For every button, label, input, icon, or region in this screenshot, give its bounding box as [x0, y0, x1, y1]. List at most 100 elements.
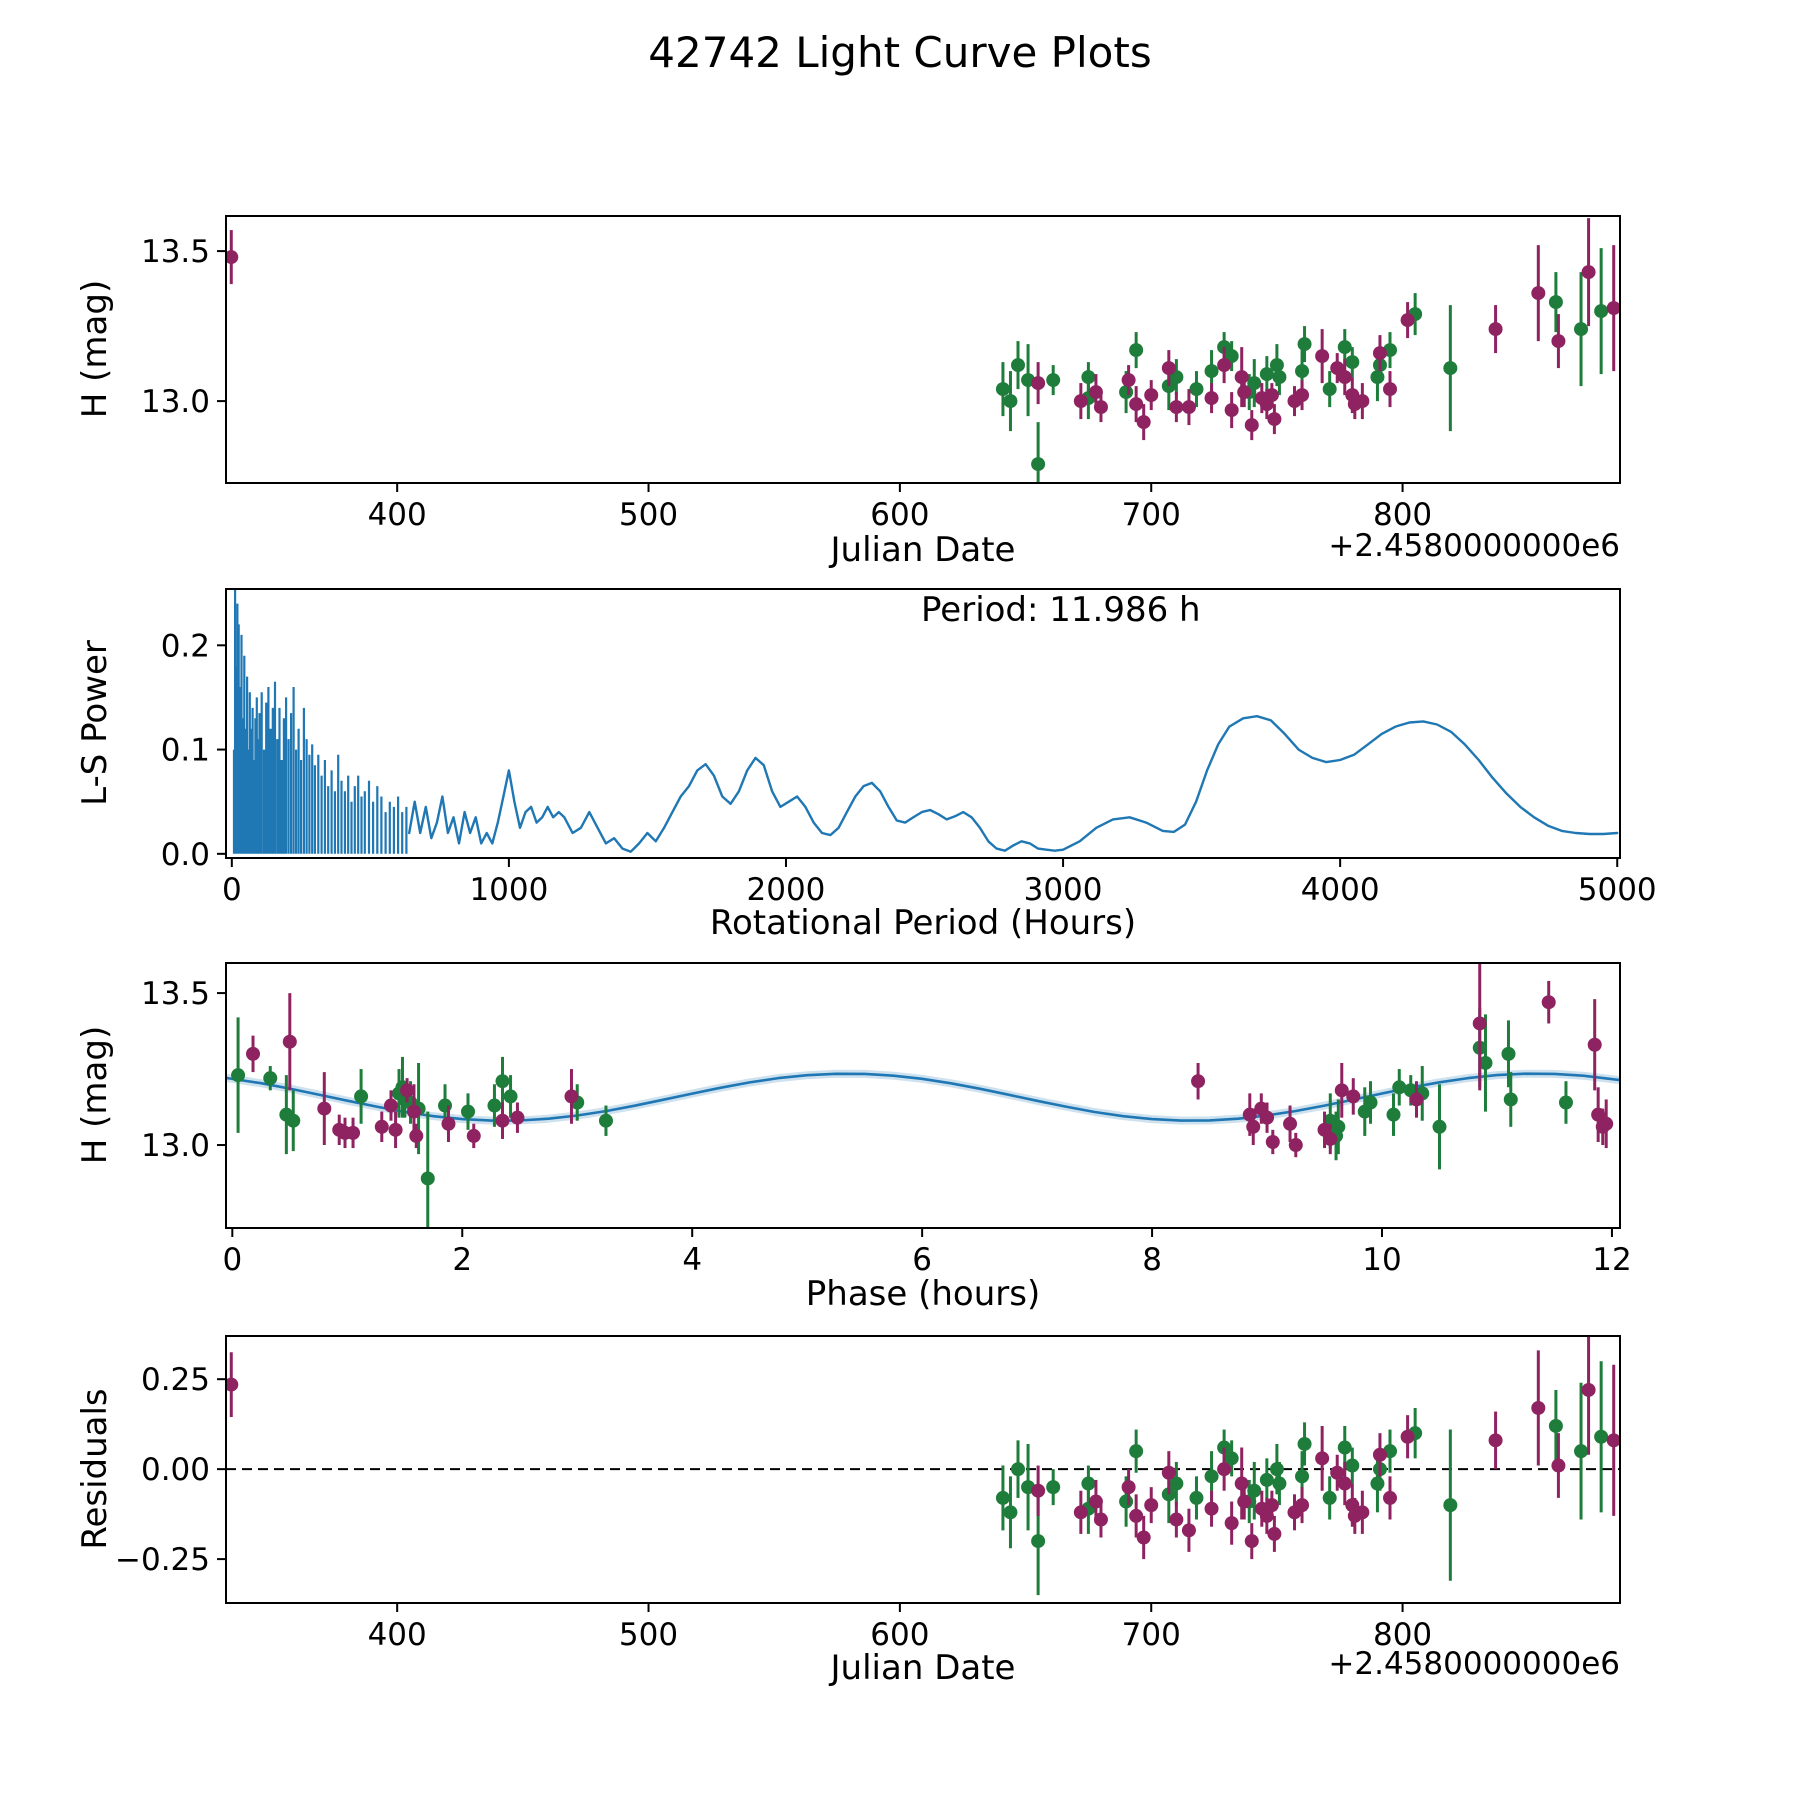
y-tick-label: −0.25 — [115, 1542, 210, 1578]
axes-spines — [225, 215, 1621, 484]
data-point — [1267, 1526, 1282, 1541]
phase-plot: 0 2 4 6 8 10 12 13.0 13.5 — [141, 962, 1632, 1278]
x-tick-label: 4000 — [1301, 872, 1380, 908]
phase-ylabel: H (mag) — [75, 1025, 115, 1165]
data-point — [461, 1104, 476, 1119]
data-point — [1392, 1080, 1407, 1095]
x-tick-label: 12 — [1592, 1242, 1631, 1278]
data-point — [346, 1125, 361, 1140]
data-point — [1531, 286, 1546, 301]
residuals-purple — [226, 1336, 1620, 1560]
data-point — [1295, 1469, 1310, 1484]
data-point — [1081, 1476, 1096, 1491]
data-point — [226, 1377, 239, 1392]
phase-xlabel: Phase (hours) — [805, 1274, 1041, 1314]
residuals-green — [995, 1361, 1609, 1596]
data-point — [1081, 370, 1096, 385]
y-tick-label: 13.0 — [141, 1128, 210, 1164]
x-tick-label: 0 — [222, 1242, 242, 1278]
data-point — [1574, 1444, 1589, 1459]
data-point — [1345, 355, 1360, 370]
data-point — [246, 1046, 261, 1061]
data-point — [1409, 1092, 1424, 1107]
y-tick-label: 13.5 — [141, 976, 210, 1012]
data-point — [1260, 1110, 1275, 1125]
periodogram-spikes — [232, 590, 408, 854]
residuals-xlabel: Julian Date — [830, 1648, 1016, 1688]
data-point — [1432, 1119, 1447, 1134]
data-point — [1269, 358, 1284, 373]
data-point — [1217, 1462, 1232, 1477]
x-tick-label: 800 — [1373, 497, 1432, 533]
data-point — [1267, 412, 1282, 427]
data-point — [1488, 1433, 1503, 1448]
data-point — [1594, 304, 1609, 319]
data-point — [1372, 346, 1387, 361]
data-point — [1503, 1092, 1518, 1107]
x-tick-label: 8 — [1142, 1242, 1162, 1278]
data-point — [510, 1110, 525, 1125]
data-point — [374, 1119, 389, 1134]
data-point — [406, 1104, 421, 1119]
data-point — [1129, 397, 1144, 412]
data-point — [1189, 382, 1204, 397]
data-point — [1337, 370, 1352, 385]
data-point — [1169, 1476, 1184, 1491]
data-point — [286, 1113, 301, 1128]
data-point — [1383, 1490, 1398, 1505]
data-point — [1031, 1534, 1046, 1549]
data-point — [1204, 1501, 1219, 1516]
y-tick-label: 13.0 — [141, 384, 210, 420]
x-tick-label: 0 — [222, 872, 242, 908]
data-point — [1295, 388, 1310, 403]
data-point — [1088, 385, 1103, 400]
data-point — [1400, 313, 1415, 328]
data-point — [1161, 361, 1176, 376]
data-point — [1295, 364, 1310, 379]
x-tick-label: 600 — [870, 1617, 929, 1653]
lightcurve-plot: 400 500 600 700 800 13.0 13.5 — [141, 215, 1621, 533]
data-point — [564, 1089, 579, 1104]
data-point — [1606, 301, 1620, 316]
data-point — [1472, 1016, 1487, 1031]
data-point — [1551, 1458, 1566, 1473]
data-point — [1606, 1433, 1620, 1448]
data-point — [1551, 334, 1566, 349]
data-point — [1129, 343, 1144, 358]
axes-spines — [225, 1335, 1621, 1604]
data-point — [1088, 1494, 1103, 1509]
data-point — [1189, 1490, 1204, 1505]
data-point — [1337, 340, 1352, 355]
data-point — [1237, 1494, 1252, 1509]
data-point — [1247, 376, 1262, 391]
data-point — [1031, 1483, 1046, 1498]
data-point — [1217, 358, 1232, 373]
data-point — [1323, 1131, 1338, 1146]
data-point — [1345, 1498, 1360, 1513]
data-point — [1121, 373, 1136, 388]
phased-green — [231, 1008, 1573, 1228]
data-point — [1003, 1505, 1018, 1520]
data-point — [317, 1101, 332, 1116]
data-point — [995, 382, 1010, 397]
data-point — [1204, 391, 1219, 406]
data-point — [263, 1071, 278, 1086]
data-point — [1548, 1418, 1563, 1433]
data-point — [598, 1113, 613, 1128]
period-annotation: Period: 11.986 h — [921, 590, 1201, 630]
periodogram-plot: 0 1000 2000 3000 4000 5000 0.0 0.1 0.2 — [161, 588, 1657, 908]
data-point — [1315, 349, 1330, 364]
periodogram-xlabel: Rotational Period (Hours) — [709, 903, 1137, 943]
data-point — [1093, 400, 1108, 415]
data-point — [388, 1122, 403, 1137]
residuals-plot: 400 500 600 700 800 −0.25 0.00 0.25 — [115, 1335, 1621, 1653]
data-point — [1478, 1055, 1493, 1070]
x-tick-label: 2 — [452, 1242, 472, 1278]
data-point — [1322, 1490, 1337, 1505]
data-point — [1003, 394, 1018, 409]
lightcurve-ylabel: H (mag) — [75, 279, 115, 419]
data-point — [1345, 1458, 1360, 1473]
phased-purple — [246, 963, 1614, 1158]
